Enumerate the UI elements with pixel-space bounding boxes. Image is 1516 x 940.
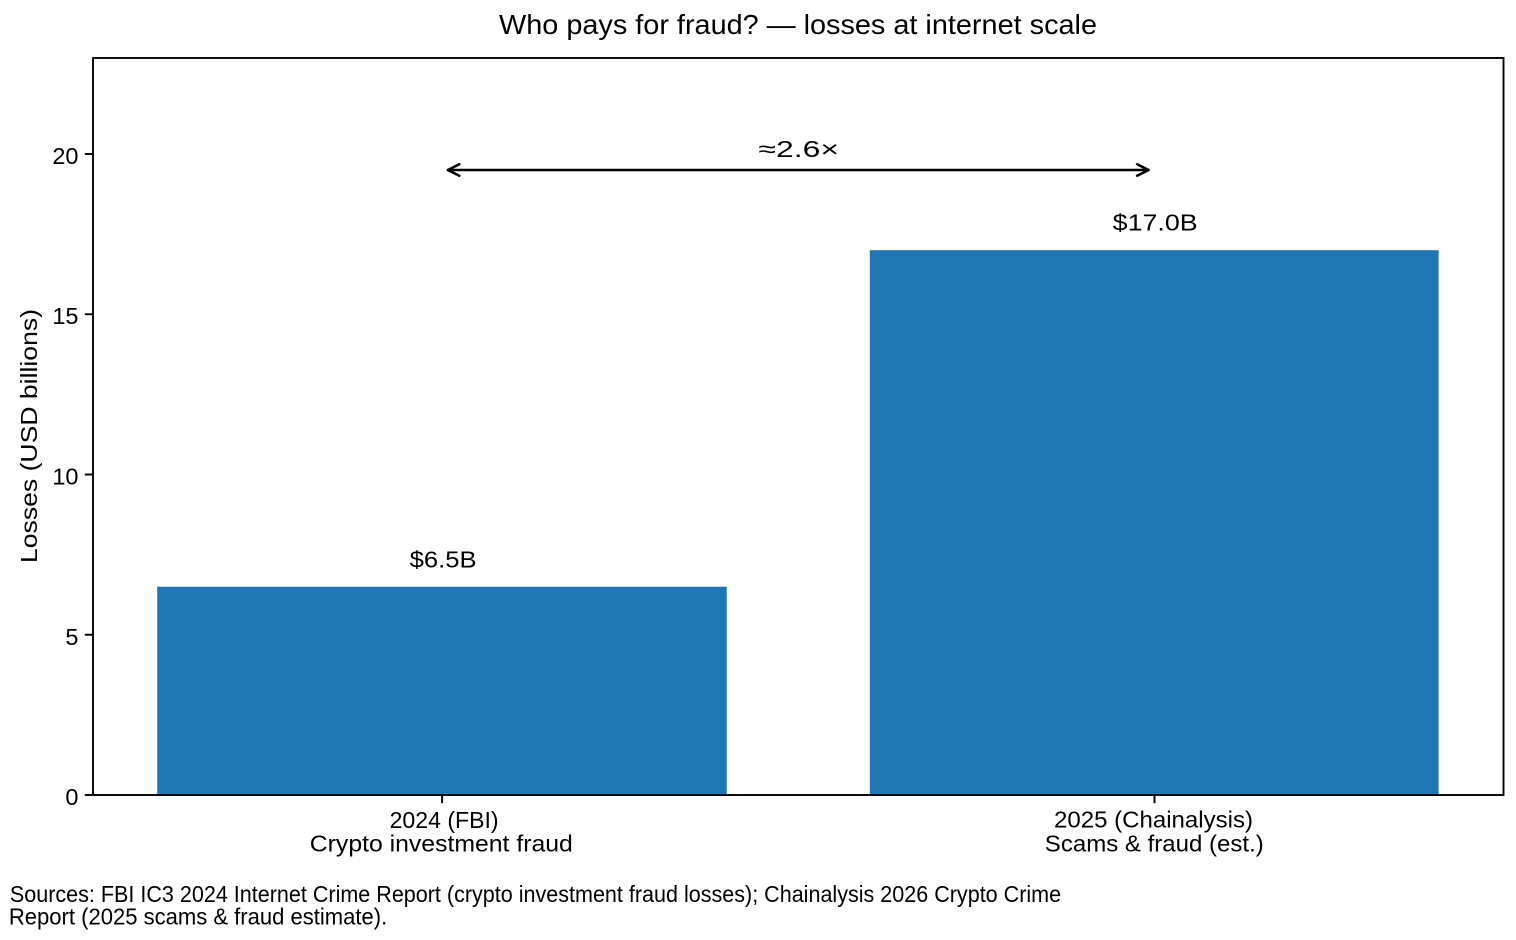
svg-text:Report (2025 scams & fraud est: Report (2025 scams & fraud estimate).: [9, 903, 387, 929]
svg-text:$6.5B: $6.5B: [410, 546, 477, 572]
svg-text:2025 (Chainalysis): 2025 (Chainalysis): [1054, 807, 1253, 833]
svg-text:Sources: FBI IC3 2024 Internet: Sources: FBI IC3 2024 Internet Crime Rep…: [10, 881, 1061, 907]
svg-text:5: 5: [65, 624, 78, 650]
svg-text:10: 10: [52, 464, 78, 490]
svg-text:Crypto investment fraud: Crypto investment fraud: [310, 831, 573, 857]
svg-text:0: 0: [65, 784, 78, 810]
svg-text:15: 15: [52, 303, 78, 329]
svg-text:Losses (USD billions): Losses (USD billions): [16, 309, 42, 563]
svg-text:2024 (FBI): 2024 (FBI): [390, 807, 499, 833]
svg-text:Who pays for fraud? — losses a: Who pays for fraud? — losses at internet…: [499, 9, 1097, 40]
svg-text:Scams & fraud (est.): Scams & fraud (est.): [1045, 831, 1264, 857]
svg-text:20: 20: [52, 143, 78, 169]
svg-text:$17.0B: $17.0B: [1113, 210, 1198, 236]
svg-text:≈2.6×: ≈2.6×: [759, 136, 840, 162]
